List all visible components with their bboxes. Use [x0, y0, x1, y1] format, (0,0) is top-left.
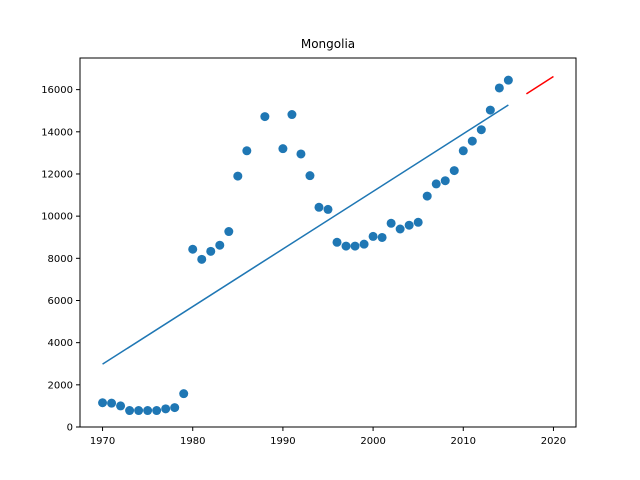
- data-point: [206, 246, 216, 256]
- data-point: [431, 179, 441, 189]
- data-point: [233, 171, 243, 181]
- data-point: [368, 231, 378, 241]
- data-point: [170, 403, 180, 413]
- data-point: [287, 110, 297, 120]
- x-tick-label: 2020: [541, 436, 566, 447]
- data-point: [467, 136, 477, 146]
- data-point: [98, 398, 108, 408]
- data-point: [278, 144, 288, 154]
- line-layer: [102, 75, 554, 365]
- x-tick-label: 1970: [90, 436, 115, 447]
- data-point: [449, 166, 459, 176]
- data-point: [134, 406, 144, 416]
- data-point: [377, 232, 387, 242]
- x-tick-label: 2000: [360, 436, 385, 447]
- data-point: [296, 149, 306, 159]
- y-tick-label: 10000: [41, 212, 73, 223]
- data-point: [422, 191, 432, 201]
- data-point: [260, 112, 270, 122]
- y-tick-label: 2000: [48, 380, 73, 391]
- x-tick-label: 1990: [270, 436, 295, 447]
- forecast-line: [525, 75, 554, 95]
- x-axis-ticks: 1970 1980 1990 2000 2010 2020: [90, 427, 566, 447]
- y-tick-label: 8000: [48, 254, 73, 265]
- data-point: [395, 224, 405, 234]
- y-tick-label: 12000: [41, 169, 73, 180]
- data-point: [503, 75, 513, 85]
- y-tick-label: 6000: [48, 296, 73, 307]
- y-tick-label: 16000: [41, 85, 73, 96]
- data-point: [386, 218, 396, 228]
- data-point: [242, 146, 252, 156]
- data-point: [323, 204, 333, 214]
- data-point: [215, 240, 225, 250]
- data-point: [125, 406, 135, 416]
- data-point: [404, 220, 414, 230]
- data-point: [224, 227, 234, 237]
- data-point: [341, 241, 351, 251]
- data-point: [161, 404, 171, 414]
- y-axis-ticks: 0 2000 4000 6000 8000 10000 12000 14000 16000: [41, 85, 80, 434]
- data-point: [188, 244, 198, 254]
- data-point: [152, 406, 162, 416]
- data-point: [413, 217, 423, 227]
- data-point: [485, 105, 495, 115]
- x-tick-label: 1980: [180, 436, 205, 447]
- data-point: [458, 146, 468, 156]
- y-tick-label: 14000: [41, 127, 73, 138]
- data-point: [197, 254, 207, 264]
- data-point: [107, 398, 117, 408]
- scatter-points: [98, 75, 513, 416]
- data-point: [314, 202, 324, 212]
- data-point: [332, 237, 342, 247]
- x-tick-label: 2010: [451, 436, 476, 447]
- chart-title: Mongolia: [301, 37, 355, 51]
- data-point: [350, 241, 360, 251]
- data-point: [440, 176, 450, 186]
- data-point: [179, 389, 189, 399]
- y-tick-label: 4000: [48, 338, 73, 349]
- data-point: [116, 401, 126, 411]
- y-tick-label: 0: [67, 423, 73, 434]
- data-point: [359, 239, 369, 249]
- data-point: [494, 83, 504, 93]
- trend-line: [102, 104, 509, 365]
- data-point: [143, 406, 153, 416]
- data-point: [305, 171, 315, 181]
- data-point: [476, 125, 486, 135]
- plot-frame: [79, 57, 577, 428]
